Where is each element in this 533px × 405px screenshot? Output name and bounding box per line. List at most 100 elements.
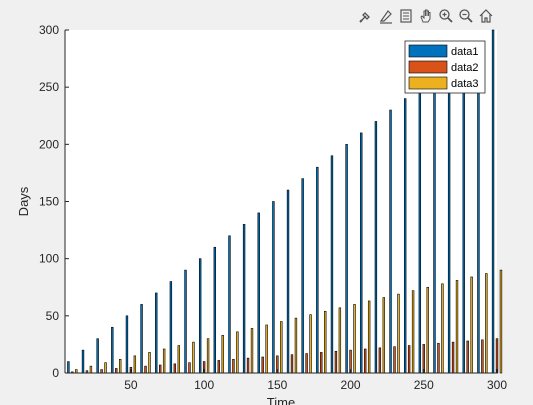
- bar-data1-110: [213, 246, 216, 374]
- zoom-in-button[interactable]: [436, 6, 455, 26]
- legend-swatch-data3: [408, 76, 448, 90]
- legend-label-data3: data3: [451, 78, 479, 90]
- legend-swatch-data2: [408, 60, 448, 74]
- bar-data3-260: [441, 283, 444, 374]
- bar-data1-40: [111, 326, 114, 374]
- bar-data3-290: [485, 273, 488, 374]
- bar-data3-150: [280, 321, 283, 374]
- bar-data2-280: [466, 340, 469, 374]
- pan-icon: [419, 9, 430, 23]
- y-tick-label: 300: [39, 23, 59, 37]
- x-tick-label: 250: [414, 378, 434, 392]
- bar-data2-70: [159, 364, 162, 374]
- y-tick-label: 150: [39, 195, 59, 209]
- y-tick-label: 200: [39, 137, 59, 151]
- bar-data3-50: [133, 355, 137, 374]
- bar-data3-190: [338, 307, 342, 374]
- bar-data2-160: [290, 354, 294, 374]
- bar-data3-160: [294, 317, 298, 374]
- legend[interactable]: data1 data2 data3: [404, 40, 486, 94]
- bar-data2-140: [261, 356, 264, 374]
- y-axis-label: Days: [16, 186, 31, 216]
- bar-data3-170: [309, 314, 312, 374]
- bar-data3-130: [250, 328, 254, 374]
- bar-data2-30: [100, 369, 103, 374]
- bar-data1-70: [155, 292, 158, 374]
- bar-data3-200: [353, 304, 356, 374]
- bar-data1-250: [418, 86, 422, 374]
- bar-data2-220: [378, 347, 382, 374]
- pan-button[interactable]: [416, 6, 435, 26]
- bar-data3-110: [221, 334, 224, 374]
- bar-data2-190: [334, 350, 338, 374]
- bar-data3-300: [499, 269, 503, 374]
- y-tick-label: 50: [46, 309, 60, 323]
- bar-data1-210: [360, 132, 363, 374]
- bar-data1-140: [257, 212, 260, 374]
- bar-data1-50: [125, 315, 129, 374]
- bar-data2-170: [305, 353, 308, 374]
- bar-data2-210: [364, 348, 367, 374]
- data-tips-button[interactable]: [376, 6, 395, 26]
- legend-toggle-icon: [399, 9, 412, 23]
- bar-data2-120: [232, 358, 235, 374]
- bar-data1-150: [272, 201, 275, 374]
- bar-data1-100: [198, 258, 202, 374]
- bar-data1-300: [491, 29, 495, 374]
- bar-data1-80: [169, 281, 173, 374]
- x-tick-label: 100: [194, 378, 214, 392]
- home-button[interactable]: [476, 6, 495, 26]
- bar-data2-40: [115, 368, 118, 374]
- axes-toolbar: [356, 6, 495, 26]
- legend-toggle-button[interactable]: [396, 6, 415, 26]
- bar-data2-90: [188, 362, 191, 374]
- x-tick-label: 150: [267, 378, 287, 392]
- bar-data2-260: [437, 342, 440, 374]
- axes-group: 0 50 100 150 200 250 300 50 100 150 200 250 300: [39, 23, 507, 392]
- bar-data2-250: [422, 344, 425, 374]
- bar-data2-130: [246, 357, 250, 374]
- bar-data3-20: [89, 365, 93, 374]
- legend-label-data2: data2: [451, 62, 479, 74]
- home-icon: [479, 9, 492, 23]
- bar-data1-170: [301, 178, 304, 374]
- data-tips-icon: [379, 10, 392, 24]
- bar-data3-120: [236, 331, 239, 374]
- bar-data3-220: [382, 297, 385, 374]
- bar-data3-90: [192, 341, 195, 374]
- bar-data1-120: [228, 235, 231, 374]
- bar-data3-10: [75, 369, 78, 374]
- bar-data3-100: [206, 338, 210, 374]
- bar-data3-140: [265, 324, 268, 374]
- bar-data1-30: [96, 338, 99, 374]
- bar-data2-110: [217, 360, 220, 374]
- bar-data2-300: [495, 338, 499, 374]
- brush-button[interactable]: [356, 6, 375, 26]
- x-tick-label: 50: [124, 378, 138, 392]
- bar-data3-240: [411, 290, 415, 374]
- bar-data2-270: [451, 341, 455, 374]
- zoom-out-button[interactable]: [456, 6, 475, 26]
- bar-data1-230: [389, 109, 392, 374]
- x-tick-label: 300: [487, 378, 507, 392]
- bar-data1-10: [67, 361, 70, 374]
- bar-data2-240: [407, 345, 411, 374]
- bar-data1-280: [462, 52, 465, 374]
- bar-data1-240: [403, 98, 407, 374]
- bar-data2-290: [481, 339, 484, 374]
- zoom-in-icon: [438, 9, 453, 23]
- bar-data1-270: [447, 64, 451, 374]
- bar-data3-250: [426, 286, 429, 374]
- bar-data1-60: [140, 304, 143, 374]
- bar-data3-70: [162, 348, 166, 374]
- bar-data3-30: [104, 362, 107, 374]
- legend-swatch-data1: [408, 44, 448, 58]
- bar-data1-220: [374, 121, 378, 374]
- zoom-out-icon: [458, 9, 473, 23]
- bar-data1-200: [345, 144, 348, 374]
- bar-data2-80: [173, 363, 177, 374]
- bar-data3-270: [455, 280, 459, 374]
- brush-icon: [358, 12, 370, 23]
- bar-data3-280: [470, 276, 473, 374]
